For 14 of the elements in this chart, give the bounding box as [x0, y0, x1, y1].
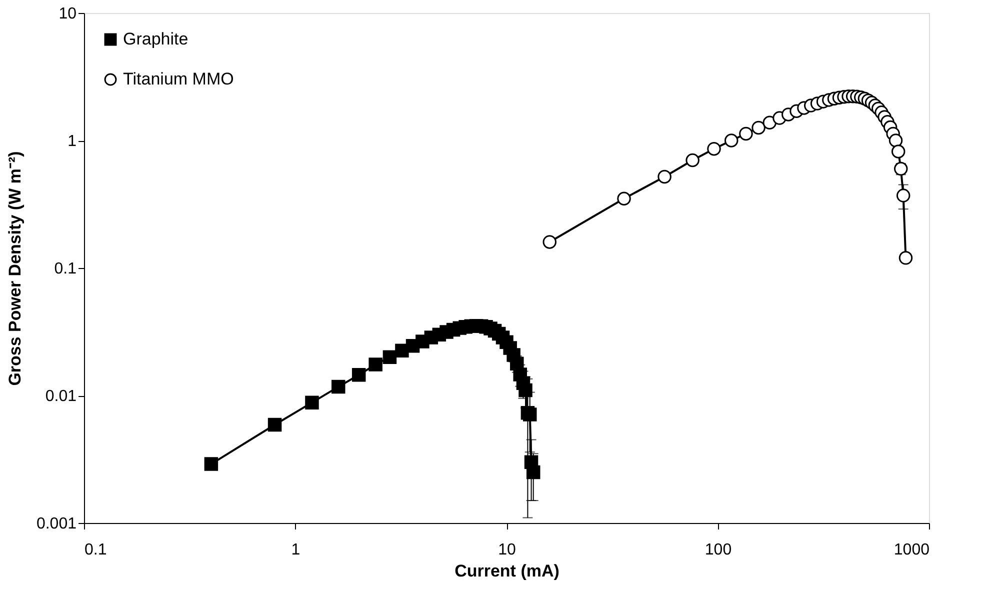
y-tick-label: 0.1	[54, 260, 77, 278]
legend-label: Titanium MMO	[123, 70, 234, 88]
x-tick-label: 1000	[894, 542, 930, 558]
y-axis-title: Gross Power Density (W m⁻²)	[5, 151, 24, 386]
y-tick-label: 0.01	[45, 388, 77, 405]
x-tick-label: 0.1	[84, 542, 107, 558]
legend-label: Graphite	[123, 30, 188, 48]
y-tick-label: 1	[68, 133, 77, 150]
x-tick-label: 10	[498, 542, 516, 558]
x-tick-label: 100	[704, 542, 732, 558]
y-tick-label: 0.001	[36, 516, 77, 532]
x-tick-label: 1	[291, 542, 300, 558]
x-axis-title: Current (mA)	[454, 562, 560, 580]
y-tick-label: 10	[58, 6, 77, 22]
